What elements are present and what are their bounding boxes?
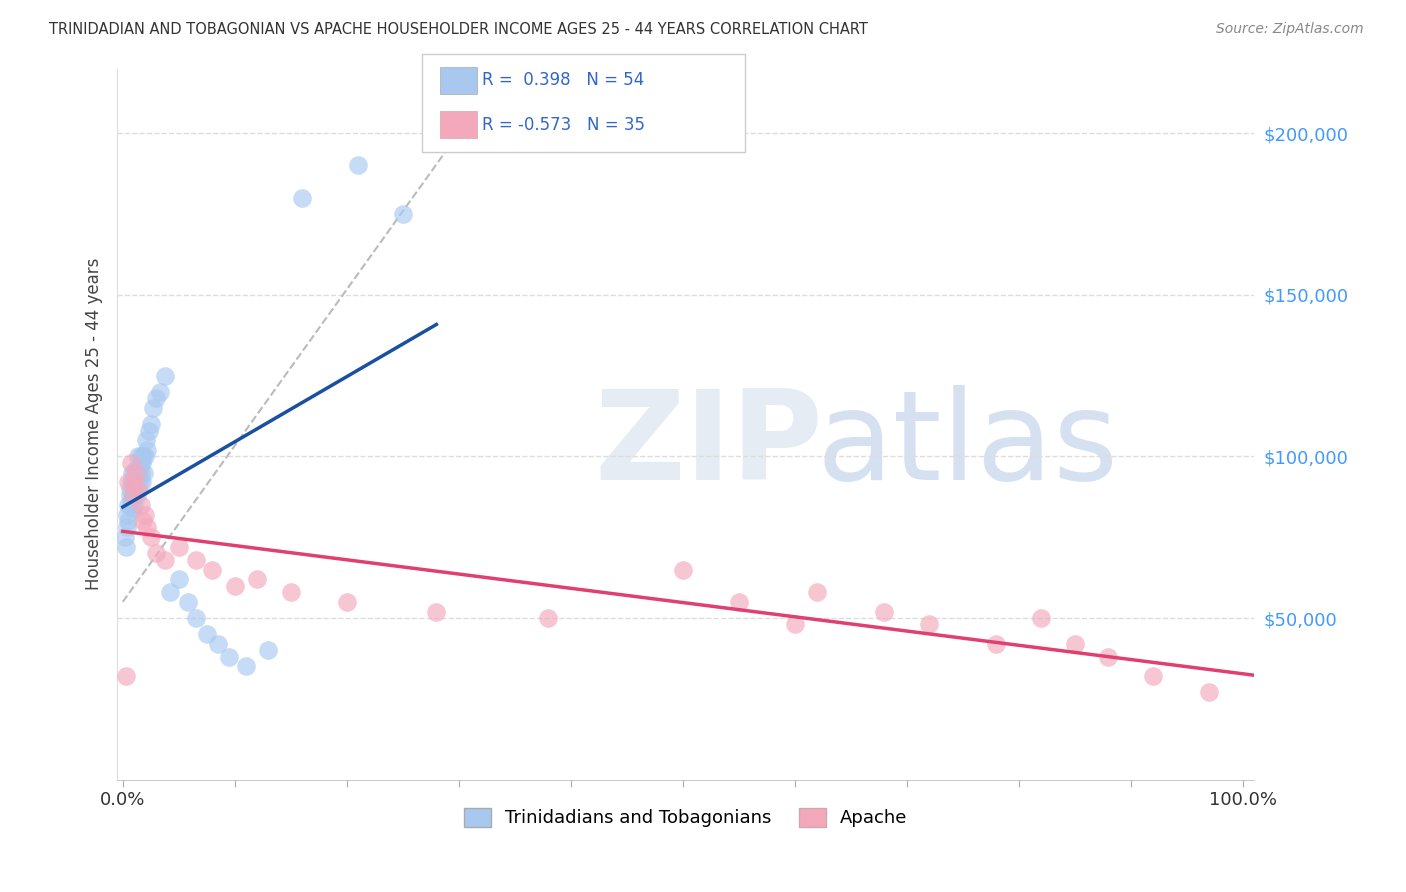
Point	[142, 401, 165, 415]
Point	[134, 508, 156, 522]
Point	[122, 488, 145, 502]
Point	[132, 514, 155, 528]
Point	[121, 501, 143, 516]
Point	[120, 456, 142, 470]
Point	[224, 579, 246, 593]
Point	[806, 585, 828, 599]
Point	[124, 475, 146, 490]
Point	[1198, 685, 1220, 699]
Point	[159, 585, 181, 599]
Point	[145, 546, 167, 560]
Point	[128, 475, 150, 490]
Point	[195, 627, 218, 641]
Point	[134, 450, 156, 464]
Text: TRINIDADIAN AND TOBAGONIAN VS APACHE HOUSEHOLDER INCOME AGES 25 - 44 YEARS CORRE: TRINIDADIAN AND TOBAGONIAN VS APACHE HOU…	[49, 22, 868, 37]
Point	[115, 540, 138, 554]
Point	[122, 498, 145, 512]
Point	[120, 475, 142, 490]
Point	[167, 540, 190, 554]
Point	[177, 595, 200, 609]
Point	[117, 498, 139, 512]
Point	[129, 466, 152, 480]
Point	[145, 391, 167, 405]
Point	[122, 475, 145, 490]
Point	[117, 514, 139, 528]
Text: ZIP: ZIP	[595, 385, 824, 506]
Point	[125, 462, 148, 476]
Point	[155, 368, 177, 383]
Point	[201, 562, 224, 576]
Point	[184, 553, 207, 567]
Point	[129, 498, 152, 512]
Text: R =  0.398   N = 54: R = 0.398 N = 54	[482, 71, 644, 89]
Text: Source: ZipAtlas.com: Source: ZipAtlas.com	[1216, 22, 1364, 37]
Point	[246, 572, 269, 586]
Point	[986, 637, 1008, 651]
Point	[727, 595, 749, 609]
Text: R = -0.573   N = 35: R = -0.573 N = 35	[482, 116, 645, 134]
Point	[120, 494, 142, 508]
Point	[127, 466, 149, 480]
Point	[131, 475, 153, 490]
Point	[1142, 669, 1164, 683]
Point	[136, 520, 159, 534]
Point	[117, 520, 139, 534]
Point	[138, 424, 160, 438]
Point	[280, 585, 302, 599]
Point	[132, 450, 155, 464]
Point	[128, 459, 150, 474]
Point	[336, 595, 359, 609]
Point	[135, 434, 157, 448]
Point	[125, 482, 148, 496]
Y-axis label: Householder Income Ages 25 - 44 years: Householder Income Ages 25 - 44 years	[86, 258, 103, 591]
Point	[118, 488, 141, 502]
Point	[347, 159, 370, 173]
Point	[1097, 649, 1119, 664]
Point	[873, 605, 896, 619]
Point	[672, 562, 695, 576]
Point	[184, 611, 207, 625]
Point	[127, 482, 149, 496]
Point	[121, 466, 143, 480]
Point	[207, 637, 229, 651]
Point	[918, 617, 941, 632]
Text: atlas: atlas	[817, 385, 1118, 506]
Point	[122, 488, 145, 502]
Point	[136, 442, 159, 457]
Point	[425, 605, 447, 619]
Point	[1031, 611, 1053, 625]
Point	[129, 450, 152, 464]
Point	[783, 617, 806, 632]
Point	[117, 475, 139, 490]
Point	[218, 649, 240, 664]
Point	[139, 530, 162, 544]
Point	[131, 456, 153, 470]
Point	[167, 572, 190, 586]
Point	[127, 488, 149, 502]
Point	[257, 643, 280, 657]
Point	[125, 466, 148, 480]
Point	[1063, 637, 1085, 651]
Point	[127, 472, 149, 486]
Point	[127, 450, 149, 464]
Point	[115, 669, 138, 683]
Point	[117, 508, 139, 522]
Legend: Trinidadians and Tobagonians, Apache: Trinidadians and Tobagonians, Apache	[457, 801, 915, 835]
Point	[291, 191, 314, 205]
Point	[235, 659, 257, 673]
Point	[114, 530, 136, 544]
Point	[118, 482, 141, 496]
Point	[122, 482, 145, 496]
Point	[391, 207, 413, 221]
Point	[122, 466, 145, 480]
Point	[149, 384, 172, 399]
Point	[122, 475, 145, 490]
Point	[139, 417, 162, 431]
Point	[155, 553, 177, 567]
Point	[132, 466, 155, 480]
Point	[537, 611, 560, 625]
Point	[124, 488, 146, 502]
